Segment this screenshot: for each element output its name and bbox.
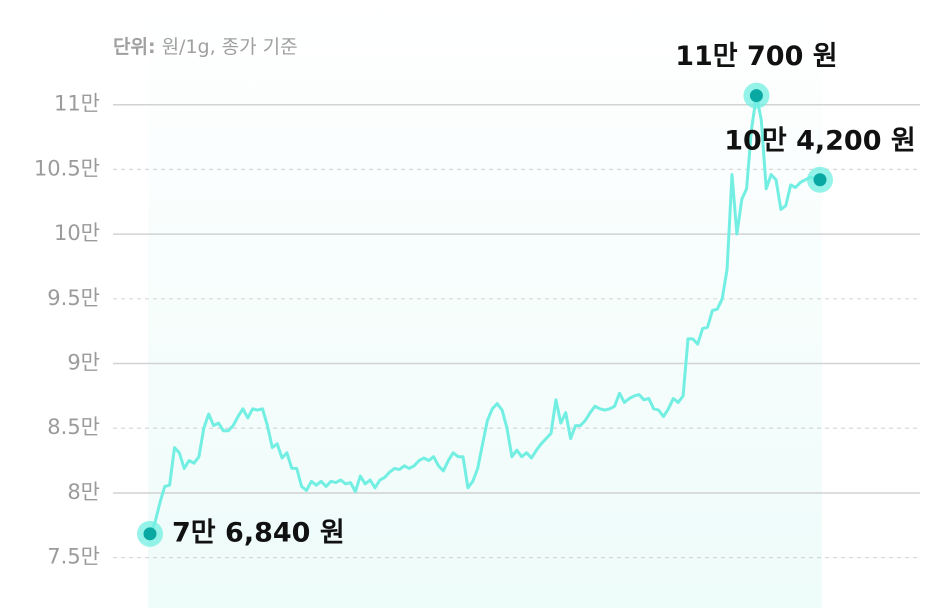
y-tick-label: 7.5만	[47, 545, 100, 569]
y-tick-label: 9만	[67, 351, 100, 375]
y-tick-label: 10.5만	[34, 156, 100, 180]
unit-key: 단위:	[113, 36, 156, 58]
value-label: 11만 700 원	[675, 41, 837, 72]
unit-text: 원/1g, 종가 기준	[162, 36, 298, 58]
y-tick-label: 11만	[54, 92, 100, 116]
y-tick-label: 9.5만	[47, 286, 100, 310]
plot-background	[148, 0, 822, 608]
value-label: 7만 6,840 원	[172, 517, 345, 548]
marker	[749, 89, 763, 103]
unit-note: 단위: 원/1g, 종가 기준	[113, 36, 298, 58]
y-tick-label: 8만	[67, 480, 100, 504]
y-tick-label: 10만	[54, 221, 100, 245]
y-tick-label: 8.5만	[47, 415, 100, 439]
value-label: 10만 4,200 원	[724, 125, 915, 156]
marker	[143, 527, 157, 541]
marker	[813, 173, 827, 187]
price-line	[148, 94, 821, 535]
